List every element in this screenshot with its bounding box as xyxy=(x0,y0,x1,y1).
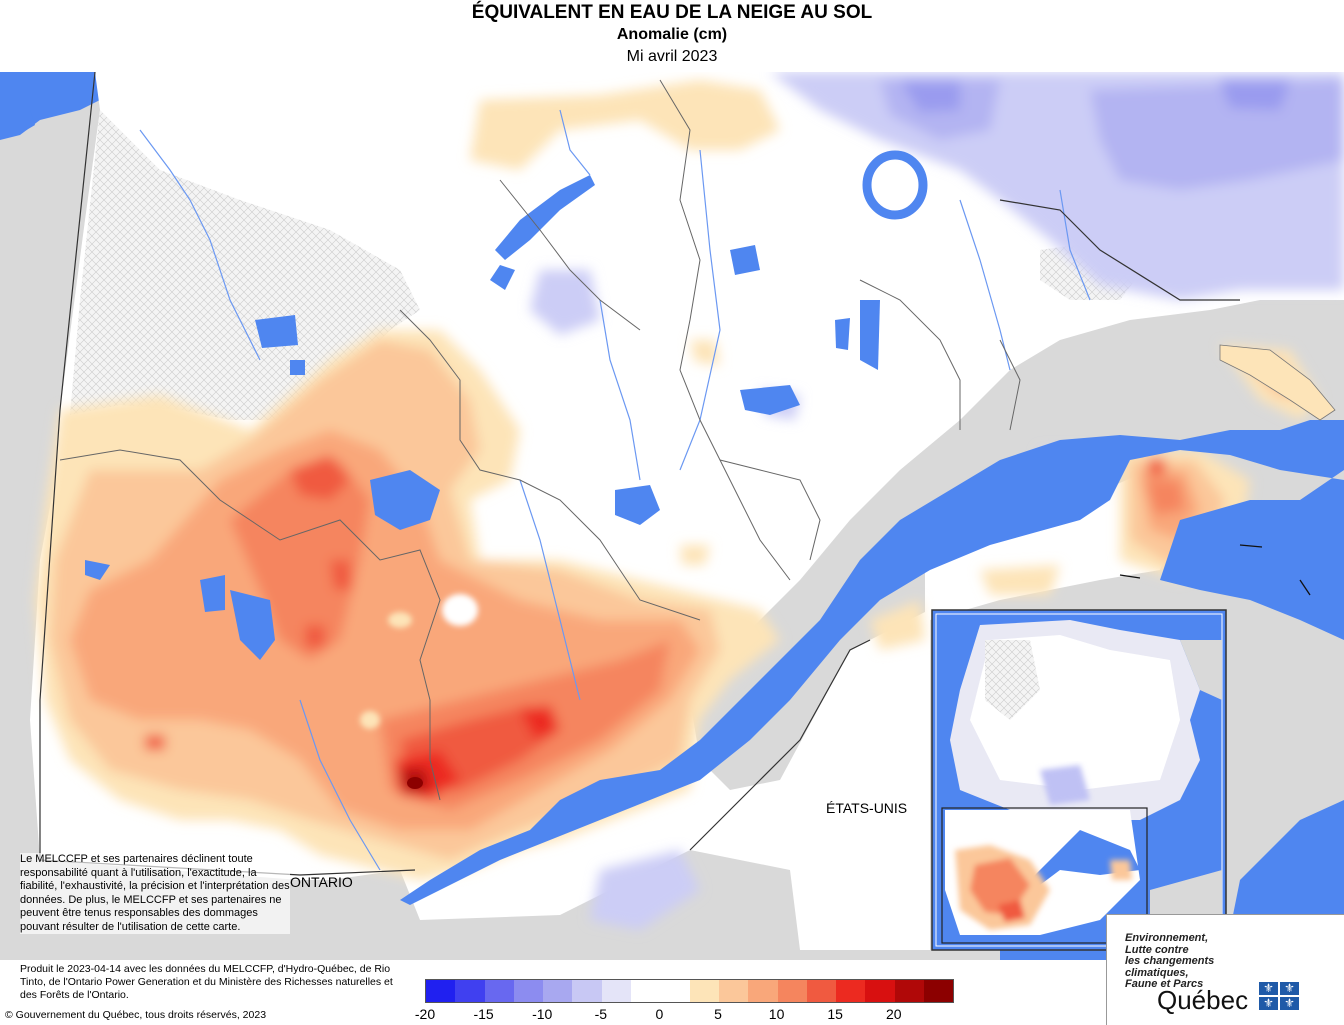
legend-swatch xyxy=(572,980,602,1002)
legend-swatch xyxy=(836,980,866,1002)
borders xyxy=(39,72,1240,876)
label-ontario: ONTARIO xyxy=(290,874,353,890)
legend-tick-label: -5 xyxy=(594,1006,608,1022)
map-period: Mi avril 2023 xyxy=(626,48,718,65)
legend-tick-label: 5 xyxy=(714,1006,722,1022)
ministry-name: Environnement, Lutte contre les changement… xyxy=(1125,932,1215,991)
positive-anomaly-areas xyxy=(35,80,1320,880)
legend-swatch xyxy=(748,980,778,1002)
copyright: © Gouvernement du Québec, tous droits ré… xyxy=(5,1009,267,1021)
legend-swatch xyxy=(484,980,514,1002)
watershed-boundaries xyxy=(59,79,1021,801)
legend-tick-label: 10 xyxy=(768,1006,785,1022)
st-lawrence-water xyxy=(400,300,1344,960)
ministry-line: Environnement, xyxy=(1125,932,1209,944)
negative-anomaly-areas xyxy=(530,72,1344,930)
fleur-de-lis-icon: ⚜ ⚜ ⚜ ⚜ xyxy=(1259,982,1303,1012)
no-data-region-west xyxy=(70,110,420,420)
zero-anomaly-pockets xyxy=(360,594,478,729)
title-block: ÉQUIVALENT EN EAU DE LA NEIGE AU SOL Ano… xyxy=(0,0,1344,68)
legend-swatch xyxy=(513,980,544,1002)
quebec-logo: Environnement, Lutte contre les changement… xyxy=(1106,914,1344,1025)
legend-swatch xyxy=(660,980,690,1002)
legend-tick-label: -20 xyxy=(414,1006,436,1022)
rivers xyxy=(139,109,1091,871)
legend-swatch xyxy=(777,980,807,1002)
legend-swatch xyxy=(718,980,749,1002)
legend-tick-label: -15 xyxy=(473,1006,494,1022)
label-usa: ÉTATS-UNIS xyxy=(826,800,908,816)
anticosti-island xyxy=(1219,344,1336,421)
legend-swatch xyxy=(601,980,632,1002)
ministry-line: climatiques, xyxy=(1125,966,1189,979)
legend-tick-label: 15 xyxy=(827,1006,843,1022)
legend-tick-label: -10 xyxy=(532,1006,553,1022)
legend-swatch xyxy=(689,980,719,1002)
ministry-line: Faune et Parcs xyxy=(1125,978,1204,990)
anomaly-map xyxy=(0,72,1344,960)
legend-swatch xyxy=(806,980,837,1002)
legend-swatch xyxy=(894,980,925,1002)
map-subtitle: Anomalie (cm) xyxy=(616,26,728,43)
ministry-line: les changements xyxy=(1125,955,1215,967)
quebec-wordmark: Québec xyxy=(1157,985,1249,1015)
legend-tick-label: 0 xyxy=(655,1006,664,1022)
ministry-line: Lutte contre xyxy=(1125,943,1189,956)
color-legend: -20 -15 -10 -5 0 5 10 15 20 xyxy=(415,979,955,1023)
legend-tick-label: 20 xyxy=(886,1006,902,1022)
anomaly-core xyxy=(407,777,423,789)
legend-swatch xyxy=(455,980,485,1002)
legend-ticks: -20 -15 -10 -5 0 5 10 15 20 xyxy=(415,1003,945,1023)
disclaimer-text: Le MELCCFP et ses partenaires déclinent … xyxy=(20,853,290,934)
legend-swatch xyxy=(631,980,661,1002)
production-credit: Produit le 2023-04-14 avec les données d… xyxy=(20,963,393,1001)
inset-locator-map xyxy=(931,609,1227,951)
lakes xyxy=(10,110,928,660)
legend-swatch xyxy=(426,980,456,1002)
legend-color-bar xyxy=(425,979,955,1003)
map-title: ÉQUIVALENT EN EAU DE LA NEIGE AU SOL xyxy=(471,2,873,23)
legend-swatch xyxy=(924,980,954,1002)
coastline-marks xyxy=(1119,544,1311,596)
legend-swatch xyxy=(543,980,573,1002)
legend-swatch xyxy=(865,980,895,1002)
